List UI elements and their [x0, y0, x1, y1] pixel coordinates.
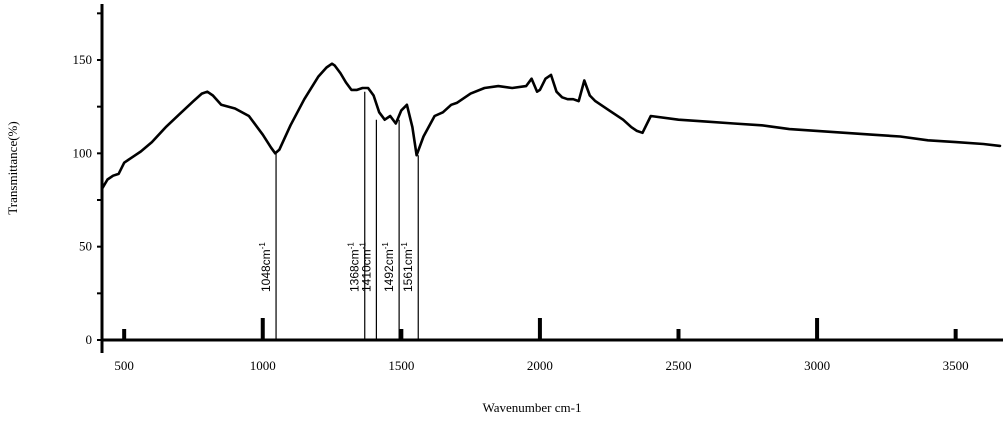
peak-label-superscript: -1	[347, 242, 356, 250]
x-tick	[399, 329, 404, 340]
peak-label-superscript: -1	[381, 242, 390, 250]
x-tick-label: 3000	[804, 358, 830, 373]
x-tick	[537, 318, 542, 340]
peak-label: 1048cm-1	[258, 242, 273, 292]
peak-label-superscript: -1	[358, 242, 367, 250]
x-tick-label: 500	[114, 358, 134, 373]
y-axis-title: Transmittance(%)	[5, 121, 20, 214]
peak-label: 1368cm-1	[347, 242, 362, 292]
x-tick	[122, 329, 127, 340]
x-tick-label: 1000	[250, 358, 276, 373]
y-axis: 0 50 100 150	[73, 4, 104, 353]
x-tick	[260, 318, 265, 340]
peak-label: 1410cm-1	[358, 242, 373, 292]
x-tick	[815, 318, 820, 340]
peak-label-superscript: -1	[400, 242, 409, 250]
x-tick	[953, 329, 958, 340]
x-tick-label: 3500	[943, 358, 969, 373]
peak-label-superscript: -1	[258, 242, 267, 250]
x-tick-label: 2000	[527, 358, 553, 373]
x-axis: 500 1000 1500 2000 2500 3000 3500	[102, 318, 1003, 373]
peak-label: 1492cm-1	[381, 242, 396, 292]
x-axis-title: Wavenumber cm-1	[483, 400, 582, 415]
y-tick-label: 100	[73, 145, 93, 160]
x-tick-label: 2500	[665, 358, 691, 373]
spectrum-line	[100, 62, 1002, 191]
y-tick-label: 0	[86, 332, 93, 347]
y-tick-label: 50	[79, 239, 92, 254]
peak-label: 1561cm-1	[400, 242, 415, 292]
x-tick-label: 1500	[388, 358, 414, 373]
y-tick-label: 150	[73, 52, 93, 67]
x-tick	[676, 329, 681, 340]
